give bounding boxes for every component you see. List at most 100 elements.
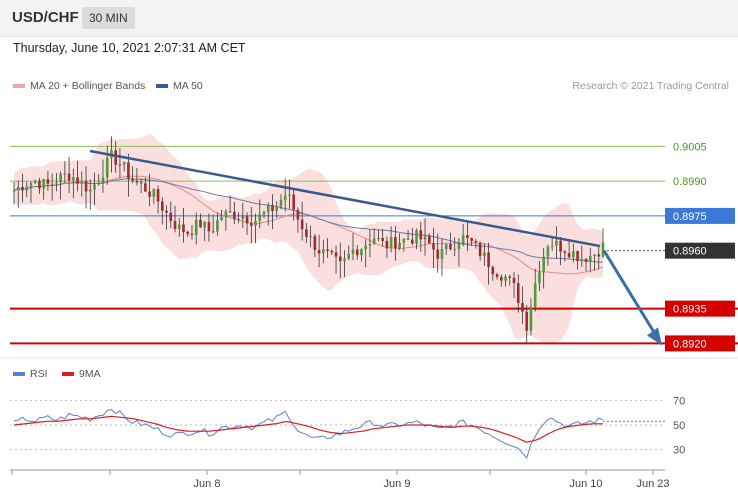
candle	[440, 238, 444, 276]
candle-body	[419, 230, 423, 240]
candle-body	[432, 243, 435, 250]
candle-body	[555, 240, 558, 246]
candle-body	[50, 183, 54, 185]
timeframe-button[interactable]: 30 MIN	[82, 7, 135, 29]
candle	[461, 224, 465, 247]
rsi-swatch-icon	[13, 372, 25, 377]
candle	[21, 173, 24, 203]
candle-body	[343, 258, 346, 262]
candle-body	[177, 224, 181, 230]
candle-body	[262, 212, 266, 215]
candle	[288, 179, 291, 209]
legend-ma20-label: MA 20 + Bollinger Bands	[30, 80, 146, 92]
candle-body	[12, 190, 16, 192]
candle	[372, 228, 376, 246]
legend-rsi-ma-label: 9MA	[79, 368, 101, 380]
candle-body	[131, 178, 134, 181]
candle-body	[101, 177, 105, 183]
candle	[271, 194, 274, 230]
candle-body	[254, 220, 257, 226]
candle	[169, 201, 173, 229]
candle	[525, 305, 529, 345]
candle-body	[135, 180, 139, 183]
candle	[220, 209, 223, 221]
candle	[533, 268, 537, 312]
level-label-0.8935: 0.8935	[673, 304, 707, 316]
candle-body	[538, 272, 541, 284]
candle-body	[16, 186, 20, 191]
candle	[144, 177, 147, 192]
candle	[402, 238, 406, 252]
candle	[190, 224, 194, 240]
candle	[470, 237, 473, 246]
candle-body	[144, 183, 147, 192]
candle-body	[296, 209, 300, 220]
level-label-0.8975: 0.8975	[673, 211, 707, 223]
x-tick-label: Jun 9	[384, 478, 411, 490]
candle	[300, 201, 304, 241]
level-label-0.8960: 0.8960	[673, 246, 707, 258]
candle-body	[139, 182, 143, 184]
candle	[584, 258, 588, 272]
rsi-line	[13, 409, 604, 460]
candle-body	[364, 245, 368, 250]
candle-body	[542, 256, 545, 273]
candle-body	[427, 236, 431, 244]
candle	[432, 227, 435, 268]
candle-body	[525, 311, 529, 331]
candle	[326, 238, 329, 259]
x-tick-label: Jun 23	[636, 478, 669, 490]
candle-body	[55, 182, 58, 184]
candle	[254, 213, 257, 244]
candle	[542, 248, 545, 289]
candle	[427, 233, 431, 244]
candle-body	[283, 195, 287, 201]
candle-body	[533, 283, 537, 307]
candle	[258, 199, 262, 229]
candle-body	[105, 157, 109, 178]
candle-body	[93, 184, 96, 190]
candle	[411, 228, 414, 246]
candle	[279, 194, 283, 210]
candle	[203, 220, 206, 242]
candle-body	[275, 206, 279, 212]
candle-body	[288, 194, 291, 196]
level-badge-0.8935	[665, 300, 735, 317]
candle-body	[224, 211, 228, 218]
candle	[423, 218, 427, 256]
candle	[394, 226, 397, 261]
candle	[233, 201, 236, 225]
candle	[313, 233, 317, 258]
candle	[262, 210, 266, 219]
candle-body	[406, 238, 410, 240]
candle-body	[46, 179, 50, 184]
candle-body	[584, 258, 588, 263]
candle-body	[249, 223, 253, 226]
candle-body	[173, 221, 177, 230]
candle	[504, 274, 507, 287]
forecast-arrowhead-icon	[647, 327, 662, 346]
x-tick-label: Jun 8	[194, 478, 221, 490]
candle	[389, 226, 393, 253]
candle	[550, 238, 554, 251]
candle-body	[470, 237, 473, 242]
level-label-0.9005: 0.9005	[673, 141, 707, 153]
candle	[148, 173, 151, 207]
legend-rsi-label: RSI	[30, 368, 48, 380]
candle	[88, 179, 92, 210]
candle-body	[444, 244, 448, 250]
candle-body	[449, 244, 452, 250]
candle-body	[80, 180, 84, 184]
candle-body	[466, 235, 469, 238]
candle	[546, 244, 550, 266]
candle-body	[300, 219, 304, 230]
candle	[334, 245, 338, 274]
candle	[364, 239, 368, 268]
rsi-tick-label: 50	[673, 420, 685, 432]
candle-body	[322, 249, 325, 254]
candle-body	[313, 236, 317, 250]
candle	[16, 180, 20, 208]
candle	[33, 179, 37, 185]
candle-body	[199, 219, 202, 228]
